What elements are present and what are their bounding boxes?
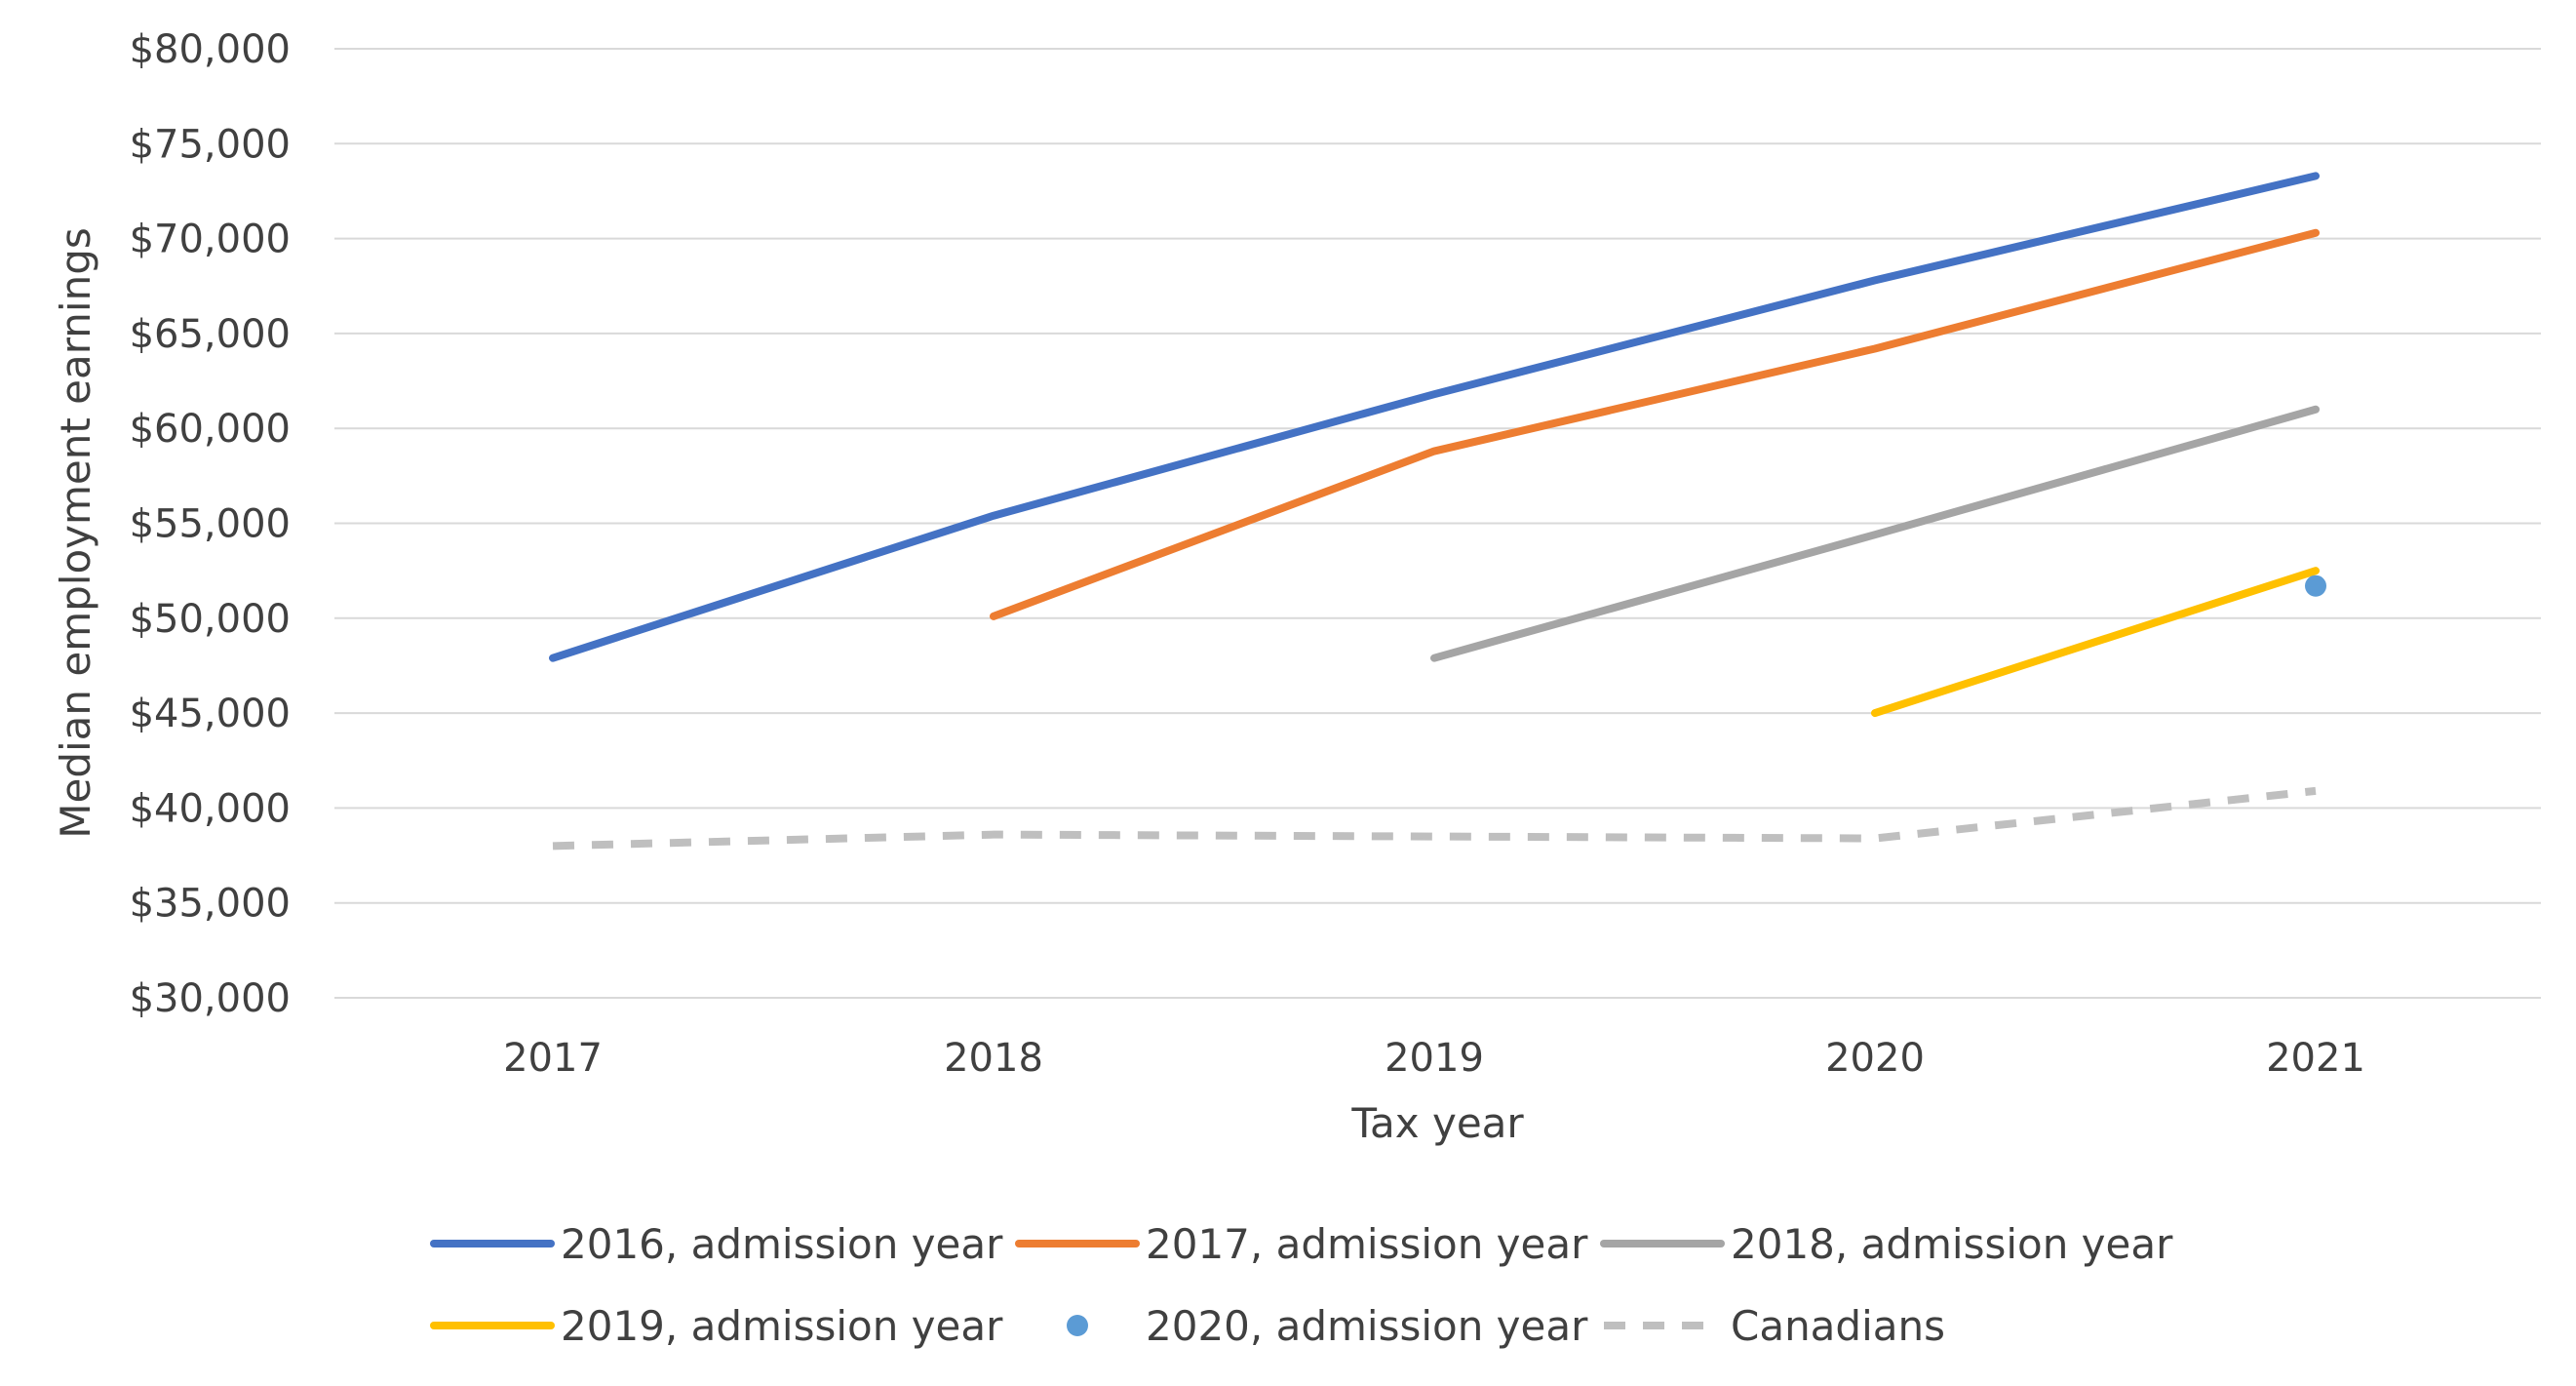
series-line-s2018 [1430, 405, 2320, 662]
legend-label: Canadians [1731, 1302, 1945, 1350]
series-line-s2017 [990, 228, 2320, 620]
y-tick-label: $70,000 [130, 218, 291, 262]
legend-label: 2016, admission year [561, 1220, 1003, 1268]
legend-label: 2018, admission year [1731, 1220, 2173, 1268]
legend: 2016, admission year 2017, admission year… [430, 1220, 2173, 1350]
y-tick-label: $60,000 [130, 407, 291, 452]
y-tick-label: $45,000 [130, 692, 291, 736]
legend-item-s2016: 2016, admission year [430, 1220, 1003, 1268]
y-tick-label: $35,000 [130, 882, 291, 927]
y-tick-label: $40,000 [130, 786, 291, 831]
y-tick-label: $30,000 [130, 976, 291, 1021]
series-line-s2016 [549, 172, 2320, 662]
series-line-canadians [552, 786, 2317, 851]
legend-label: 2020, admission year [1146, 1302, 1588, 1350]
legend-item-s2018: 2018, admission year [1600, 1220, 2173, 1268]
x-tick-label: 2019 [1385, 1036, 1484, 1081]
legend-label: 2017, admission year [1146, 1220, 1588, 1268]
y-axis-ticks: $30,000 $35,000 $40,000 $45,000 $50,000 $55,0… [130, 27, 291, 1021]
y-tick-label: $75,000 [130, 122, 291, 167]
x-tick-label: 2017 [503, 1036, 603, 1081]
x-tick-label: 2021 [2266, 1036, 2365, 1081]
y-axis-title: Median employment earnings [52, 227, 99, 839]
series-lines [549, 172, 2326, 851]
x-tick-label: 2020 [1825, 1036, 1925, 1081]
x-axis-ticks: 2017 2018 2019 2020 2021 [503, 1036, 2365, 1081]
legend-item-canadians: Canadians [1604, 1302, 1945, 1350]
legend-swatch [1067, 1315, 1088, 1336]
y-tick-label: $55,000 [130, 502, 291, 547]
y-tick-label: $65,000 [130, 312, 291, 357]
series-point-s2020 [2305, 574, 2326, 597]
x-axis-title: Tax year [1350, 1099, 1524, 1147]
legend-item-s2020: 2020, admission year [1067, 1302, 1588, 1350]
legend-item-s2017: 2017, admission year [1015, 1220, 1588, 1268]
y-tick-label: $80,000 [130, 27, 291, 72]
legend-label: 2019, admission year [561, 1302, 1003, 1350]
series-line-s2019 [1871, 567, 2320, 718]
legend-item-s2019: 2019, admission year [430, 1302, 1003, 1350]
x-tick-label: 2018 [944, 1036, 1043, 1081]
y-tick-label: $50,000 [130, 597, 291, 642]
gridlines [334, 48, 2541, 999]
